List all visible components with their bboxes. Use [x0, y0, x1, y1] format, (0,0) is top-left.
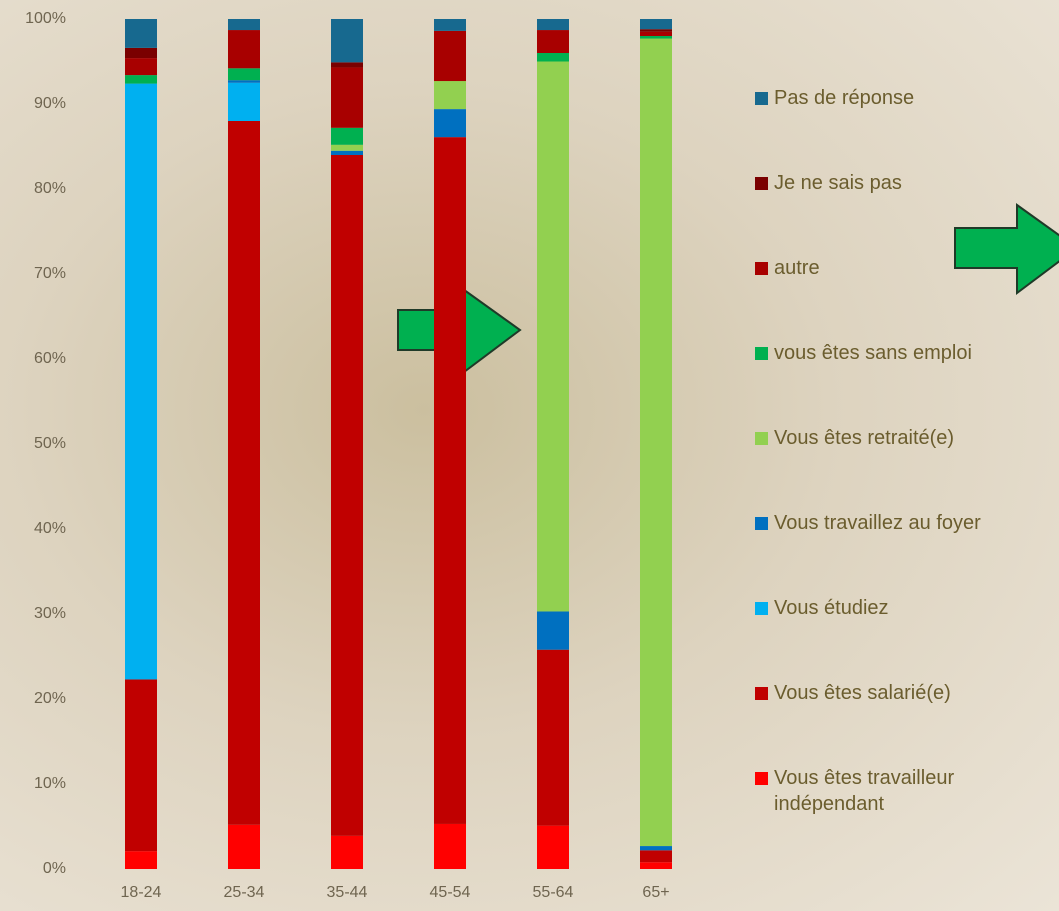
legend-swatch	[755, 262, 768, 275]
bar-segment	[331, 128, 363, 145]
bar-segment	[125, 48, 157, 58]
y-tick-label: 80%	[34, 180, 66, 197]
bar-segment	[331, 155, 363, 836]
legend-item: autre	[755, 255, 1055, 281]
bar-segment	[640, 19, 672, 29]
bar-segment	[125, 679, 157, 851]
y-tick-label: 40%	[34, 520, 66, 537]
y-tick-label: 30%	[34, 605, 66, 622]
bar-segment	[537, 62, 569, 612]
bar-segment	[537, 53, 569, 62]
legend-swatch	[755, 92, 768, 105]
bar-segment	[640, 850, 672, 862]
y-tick-label: 100%	[25, 10, 66, 27]
bar-segment	[228, 83, 260, 121]
bar-segment	[228, 68, 260, 80]
bar-segment	[640, 36, 672, 39]
bar-segment	[228, 825, 260, 869]
y-tick-label: 50%	[34, 435, 66, 452]
bar-segment	[331, 62, 363, 67]
bar-segment	[331, 19, 363, 62]
bar-segment	[228, 121, 260, 825]
bar-segment	[331, 67, 363, 127]
bar-segment	[537, 611, 569, 649]
y-tick-label: 20%	[34, 690, 66, 707]
legend-label: Pas de réponse	[774, 85, 914, 111]
legend-item: Vous êtes retraité(e)	[755, 425, 1055, 451]
y-tick-label: 60%	[34, 350, 66, 367]
x-tick-label: 35-44	[327, 884, 368, 901]
legend-item: Pas de réponse	[755, 85, 1055, 111]
legend-item: Vous êtes travailleur indépendant	[755, 765, 1055, 817]
bar-segment	[125, 75, 157, 84]
legend-label: Vous êtes travailleur indépendant	[774, 765, 1055, 817]
bar-segment	[125, 84, 157, 680]
legend-item: Vous êtes salarié(e)	[755, 680, 1055, 706]
legend-swatch	[755, 772, 768, 785]
bar-segment	[228, 80, 260, 83]
bar-segment	[125, 19, 157, 48]
bar-segment	[331, 145, 363, 151]
bar-segment	[434, 19, 466, 31]
legend-label: vous êtes sans emploi	[774, 340, 972, 366]
legend-swatch	[755, 347, 768, 360]
legend-swatch	[755, 517, 768, 530]
x-tick-label: 65+	[642, 884, 669, 901]
bar-segment	[125, 58, 157, 75]
bar-segment	[434, 824, 466, 869]
legend-label: autre	[774, 255, 820, 281]
bar-segment	[228, 30, 260, 68]
bar-segment	[434, 109, 466, 137]
bar-segment	[537, 19, 569, 30]
bar-segment	[537, 30, 569, 53]
legend-item: Vous étudiez	[755, 595, 1055, 621]
y-tick-label: 90%	[34, 95, 66, 112]
legend-swatch	[755, 177, 768, 190]
legend-swatch	[755, 687, 768, 700]
legend-label: Vous travaillez au foyer	[774, 510, 981, 536]
legend-item: Vous travaillez au foyer	[755, 510, 1055, 536]
bar-segment	[537, 826, 569, 869]
legend-item: vous êtes sans emploi	[755, 340, 1055, 366]
bar-segment	[640, 846, 672, 850]
bar-segment	[125, 851, 157, 869]
bar-segment	[434, 137, 466, 824]
x-tick-label: 55-64	[533, 884, 574, 901]
bar-segment	[640, 39, 672, 847]
y-tick-label: 70%	[34, 265, 66, 282]
bar-segment	[640, 862, 672, 869]
legend-label: Je ne sais pas	[774, 170, 902, 196]
legend-label: Vous êtes salarié(e)	[774, 680, 951, 706]
legend-label: Vous êtes retraité(e)	[774, 425, 954, 451]
legend-item: Je ne sais pas	[755, 170, 1055, 196]
page: 0% 10% 20% 30% 40% 50% 60% 70% 80% 90% 100% 18-24 25…	[0, 0, 1059, 911]
bar-segment	[331, 836, 363, 869]
bar-segment	[331, 151, 363, 155]
bar-segment	[434, 31, 466, 81]
legend-swatch	[755, 602, 768, 615]
bar-segment	[434, 81, 466, 109]
x-tick-label: 25-34	[224, 884, 265, 901]
bar-segment	[537, 650, 569, 826]
bar-segment	[640, 32, 672, 36]
x-tick-label: 18-24	[121, 884, 162, 901]
bar-segment	[228, 19, 260, 30]
legend-label: Vous étudiez	[774, 595, 889, 621]
y-tick-label: 10%	[34, 775, 66, 792]
y-tick-label: 0%	[43, 860, 66, 877]
x-tick-label: 45-54	[430, 884, 471, 901]
legend-swatch	[755, 432, 768, 445]
bar-segment	[640, 29, 672, 32]
